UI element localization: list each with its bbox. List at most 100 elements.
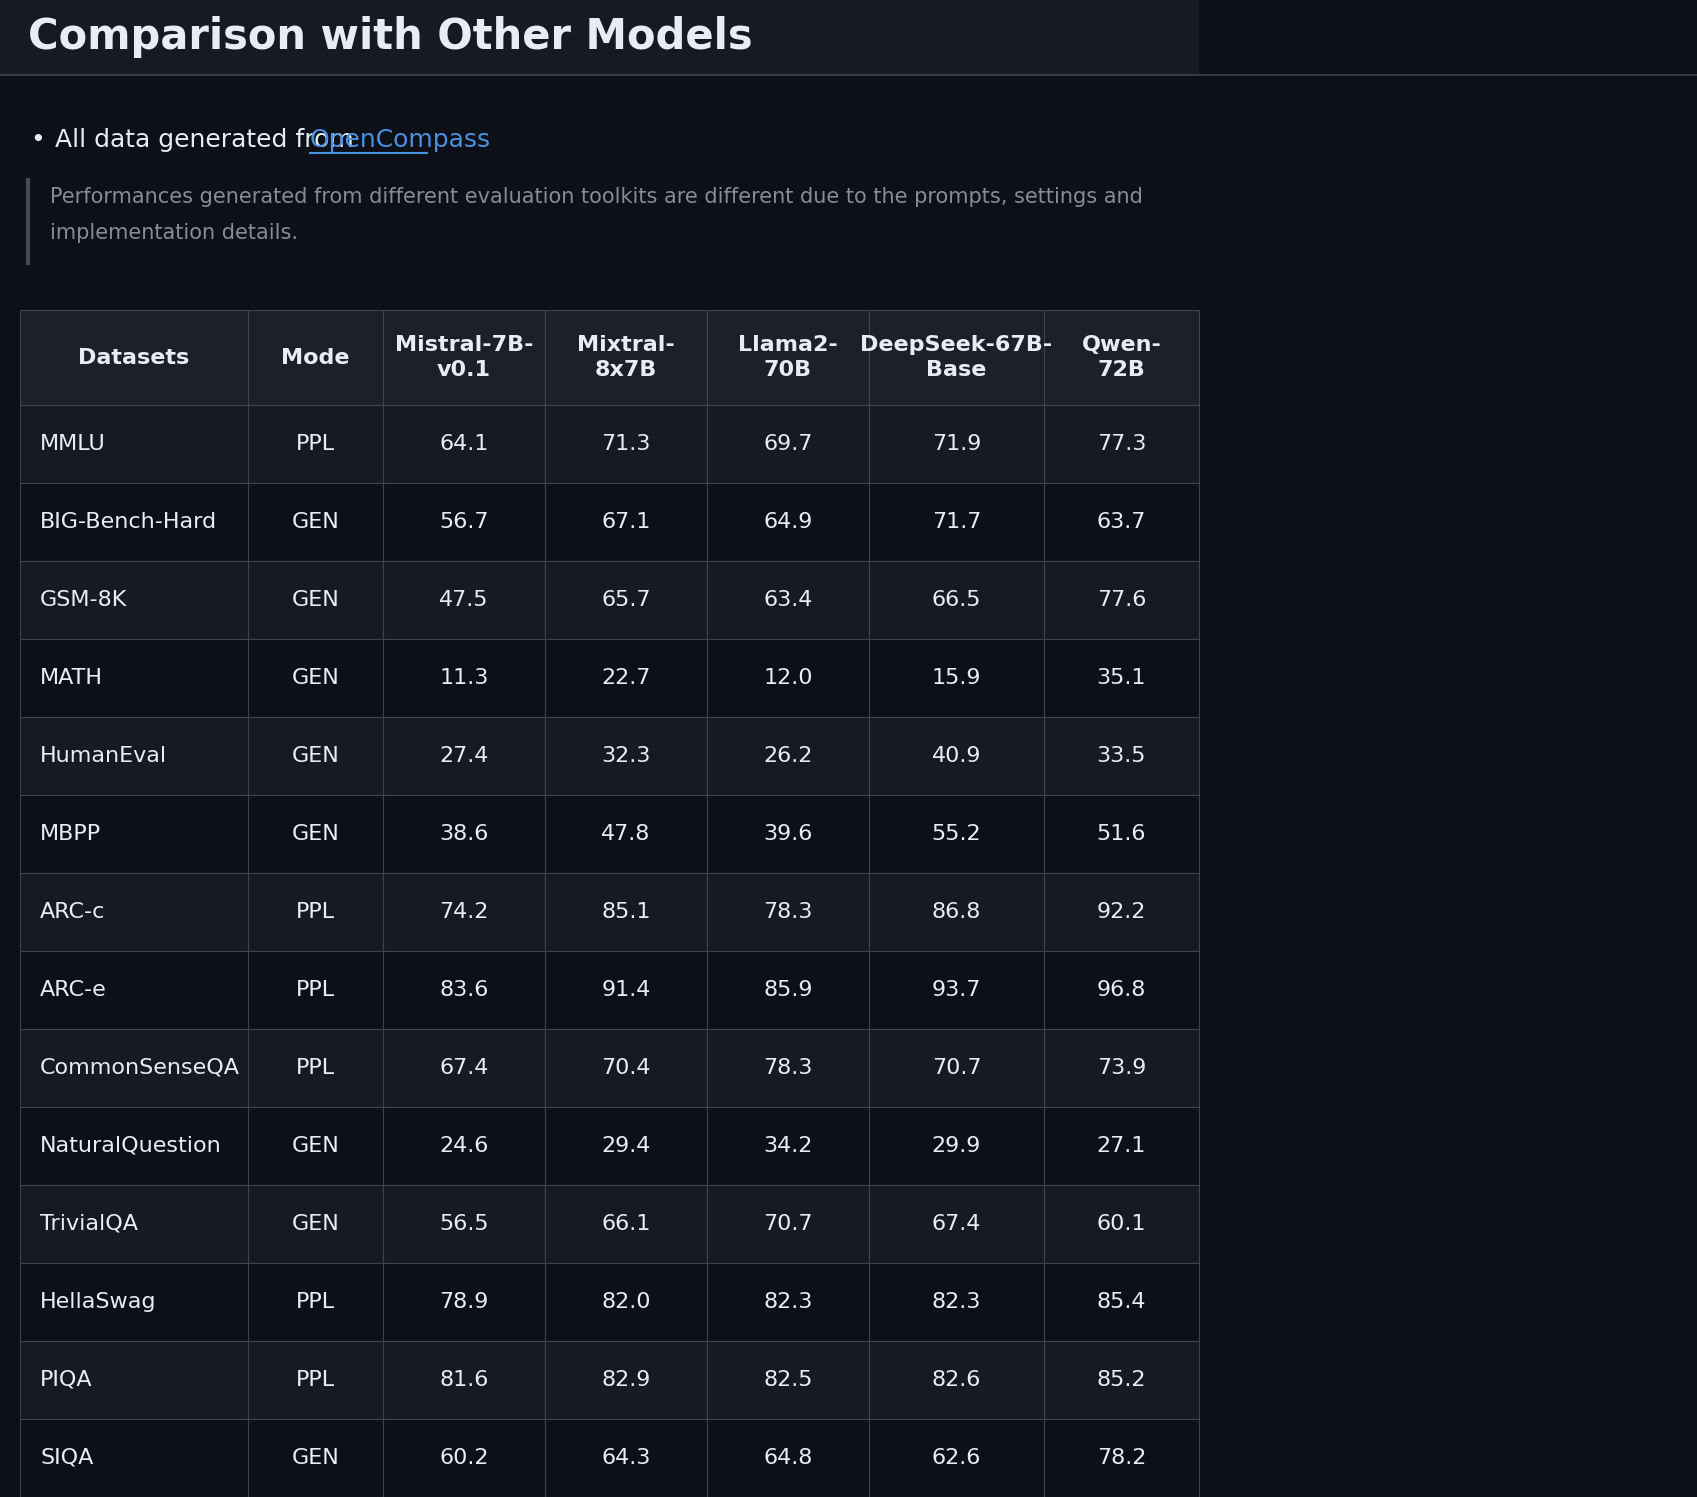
Bar — [20, 717, 248, 795]
Bar — [20, 310, 248, 406]
Bar — [545, 795, 708, 873]
Bar — [20, 1419, 248, 1497]
Text: •: • — [31, 129, 44, 153]
Text: 64.8: 64.8 — [764, 1448, 813, 1469]
Bar — [545, 1028, 708, 1106]
Bar — [1044, 1263, 1200, 1341]
Bar — [869, 561, 1044, 639]
Bar — [545, 310, 708, 406]
Bar — [384, 561, 545, 639]
Text: 33.5: 33.5 — [1096, 746, 1145, 766]
Text: 67.4: 67.4 — [440, 1058, 489, 1078]
Bar — [869, 406, 1044, 484]
Bar — [708, 795, 869, 873]
Bar — [20, 1341, 248, 1419]
Bar — [708, 310, 869, 406]
Bar — [248, 1341, 384, 1419]
Bar — [708, 1028, 869, 1106]
Text: GSM-8K: GSM-8K — [41, 590, 127, 609]
Text: 27.1: 27.1 — [1096, 1136, 1145, 1156]
Bar — [869, 1263, 1044, 1341]
Text: 71.7: 71.7 — [932, 512, 981, 531]
Text: 55.2: 55.2 — [932, 823, 981, 844]
Bar — [248, 1419, 384, 1497]
Bar — [20, 1028, 248, 1106]
Bar — [545, 1341, 708, 1419]
Text: 77.6: 77.6 — [1096, 590, 1145, 609]
Bar — [384, 639, 545, 717]
Text: 66.1: 66.1 — [601, 1214, 650, 1234]
Bar — [869, 951, 1044, 1028]
Text: 32.3: 32.3 — [601, 746, 650, 766]
Text: ARC-c: ARC-c — [41, 903, 105, 922]
Text: BIG-Bench-Hard: BIG-Bench-Hard — [41, 512, 217, 531]
Text: 78.3: 78.3 — [764, 903, 813, 922]
Text: 82.3: 82.3 — [932, 1292, 981, 1311]
Text: All data generated from: All data generated from — [54, 129, 361, 153]
Text: 85.1: 85.1 — [601, 903, 650, 922]
Bar — [248, 717, 384, 795]
Text: 60.2: 60.2 — [440, 1448, 489, 1469]
Bar — [384, 873, 545, 951]
Bar — [708, 1341, 869, 1419]
Text: 64.3: 64.3 — [601, 1448, 650, 1469]
Bar — [1044, 310, 1200, 406]
Bar — [384, 951, 545, 1028]
Text: Performances generated from different evaluation toolkits are different due to t: Performances generated from different ev… — [49, 187, 1142, 243]
Bar — [869, 795, 1044, 873]
Bar — [20, 795, 248, 873]
Text: 74.2: 74.2 — [440, 903, 489, 922]
Bar — [248, 1186, 384, 1263]
Text: HellaSwag: HellaSwag — [41, 1292, 156, 1311]
Text: GEN: GEN — [292, 746, 339, 766]
Bar — [384, 1263, 545, 1341]
Text: 56.5: 56.5 — [440, 1214, 489, 1234]
Bar — [20, 561, 248, 639]
Bar — [708, 717, 869, 795]
Bar — [248, 1263, 384, 1341]
Text: 29.4: 29.4 — [601, 1136, 650, 1156]
Text: Qwen-
72B: Qwen- 72B — [1081, 335, 1161, 380]
Bar — [1044, 1106, 1200, 1186]
Text: 34.2: 34.2 — [764, 1136, 813, 1156]
Bar — [708, 873, 869, 951]
Text: 63.4: 63.4 — [764, 590, 813, 609]
Bar — [545, 951, 708, 1028]
Bar — [20, 639, 248, 717]
Text: GEN: GEN — [292, 1214, 339, 1234]
Text: 39.6: 39.6 — [764, 823, 813, 844]
Text: PPL: PPL — [295, 1058, 334, 1078]
Text: MATH: MATH — [41, 668, 104, 689]
Bar — [545, 484, 708, 561]
Text: HumanEval: HumanEval — [41, 746, 166, 766]
Text: OpenCompass: OpenCompass — [311, 129, 490, 153]
Bar — [0, 0, 1697, 75]
Bar — [708, 1186, 869, 1263]
Text: 82.6: 82.6 — [932, 1370, 981, 1391]
Bar — [20, 1106, 248, 1186]
Bar — [708, 951, 869, 1028]
Bar — [869, 484, 1044, 561]
Bar — [708, 1419, 869, 1497]
Text: 66.5: 66.5 — [932, 590, 981, 609]
Bar — [1044, 951, 1200, 1028]
Text: PPL: PPL — [295, 903, 334, 922]
Text: Datasets: Datasets — [78, 347, 190, 367]
Text: 67.4: 67.4 — [932, 1214, 981, 1234]
Bar — [248, 873, 384, 951]
Bar — [248, 406, 384, 484]
Text: 60.1: 60.1 — [1096, 1214, 1145, 1234]
Text: 96.8: 96.8 — [1096, 981, 1145, 1000]
Text: 69.7: 69.7 — [764, 434, 813, 454]
Bar — [384, 1028, 545, 1106]
Bar — [20, 951, 248, 1028]
Text: 82.3: 82.3 — [764, 1292, 813, 1311]
Text: 51.6: 51.6 — [1096, 823, 1145, 844]
Bar — [1044, 1028, 1200, 1106]
Text: 62.6: 62.6 — [932, 1448, 981, 1469]
Bar — [384, 406, 545, 484]
Bar — [248, 795, 384, 873]
Text: CommonSenseQA: CommonSenseQA — [41, 1058, 239, 1078]
Text: Mistral-7B-
v0.1: Mistral-7B- v0.1 — [395, 335, 533, 380]
Text: 82.0: 82.0 — [601, 1292, 650, 1311]
